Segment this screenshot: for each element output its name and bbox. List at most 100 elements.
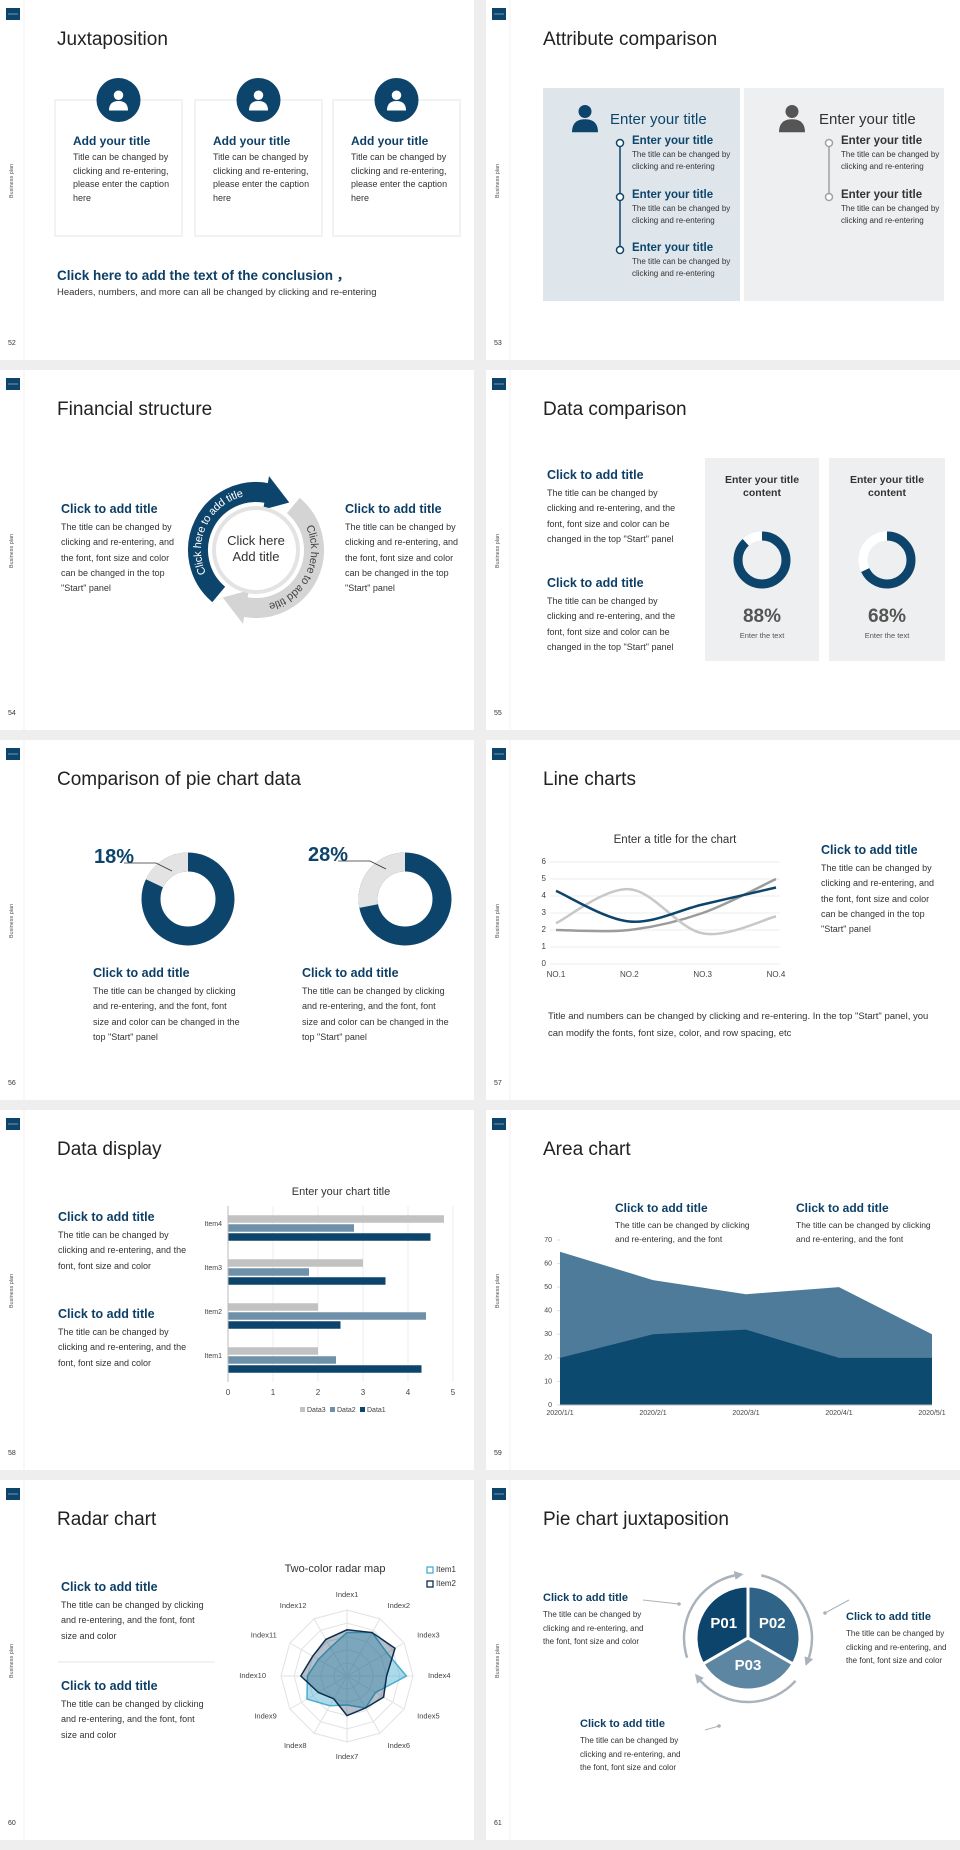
conclusion-title: Click here to add the text of the conclu… — [57, 268, 351, 283]
legend-label: Item2 — [436, 1579, 457, 1588]
connector-dot — [717, 1724, 721, 1728]
block-text: The title can be changed by clicking and… — [61, 1600, 204, 1641]
side-label: Business plan — [495, 1273, 501, 1309]
bar — [228, 1259, 363, 1267]
legend-label: Data2 — [337, 1407, 356, 1414]
y-tick-label: 60 — [544, 1260, 552, 1267]
x-tick-label: 0 — [226, 1388, 231, 1397]
block-title: Click to add title — [821, 843, 918, 857]
radar-spoke — [346, 1675, 381, 1734]
radar-spoke — [346, 1618, 381, 1677]
radar-label: Index7 — [336, 1752, 359, 1761]
timeline-dot — [824, 192, 834, 202]
slide-canvas — [492, 370, 945, 730]
outer-arc — [699, 1679, 797, 1704]
slide: Business plan 52 Juxtaposition Add your tit… — [0, 0, 474, 360]
area-series — [560, 1329, 932, 1405]
value-label: 88% — [742, 606, 782, 627]
connector-dot — [823, 1611, 827, 1615]
y-tick-label: Item4 — [204, 1221, 222, 1228]
icon-body — [249, 100, 268, 111]
side-label: Business plan — [9, 903, 15, 939]
arrow-head — [694, 1673, 704, 1684]
arrow-head — [263, 476, 290, 510]
line-series — [555, 887, 777, 936]
radar-label: Index4 — [428, 1671, 451, 1680]
page-number: 55 — [494, 710, 502, 717]
slide-canvas: Two-color radar map Index1 Index2 Index3 Ind… — [6, 1480, 457, 1840]
y-tick-label: 5 — [542, 874, 547, 883]
outer-arc — [682, 1574, 735, 1659]
y-tick-label: 10 — [544, 1378, 552, 1385]
legend-swatch — [426, 1580, 434, 1588]
legend-swatch — [300, 1407, 305, 1412]
radar-label: Index1 — [336, 1590, 359, 1599]
slide: Click here to add title Click here to add… — [0, 370, 474, 730]
donut-arc — [858, 531, 916, 589]
x-tick-label: NO.4 — [767, 970, 786, 979]
slide-canvas: 0 10 20 30 40 50 60 70 2020/1/1 2020/2/1 2020/3/1 2… — [492, 1110, 946, 1470]
card — [829, 458, 945, 661]
timeline-dot — [615, 192, 625, 202]
y-tick-label: 2 — [542, 925, 547, 934]
y-tick-label: 0 — [542, 959, 547, 968]
slide: Enter your chart title 0 1 2 3 4 5 Item1 Item2 It… — [0, 1110, 474, 1470]
slide-title: Juxtaposition — [57, 29, 168, 50]
connector — [704, 1725, 720, 1731]
slide-canvas: Enter a title for the chart 0 1 2 3 4 5 6 NO.1 NO… — [492, 740, 786, 1100]
block-title: Click to add title — [61, 502, 158, 516]
block-title: Click to add title — [846, 1611, 931, 1623]
y-tick-label: Item3 — [204, 1265, 222, 1272]
card-text: Title can be changed by clicking and re-… — [213, 152, 310, 203]
x-tick-label: NO.2 — [620, 970, 639, 979]
slide: Business plan 55 Data comparison Click to a… — [486, 370, 960, 730]
side-label: Business plan — [495, 163, 501, 199]
block-text: The title can be changed by clicking and… — [345, 522, 459, 594]
x-tick-label: NO.3 — [693, 970, 712, 979]
slide-title: Area chart — [543, 1139, 631, 1160]
card-title: Add your title — [73, 134, 151, 148]
card — [705, 458, 819, 661]
block-title: Click to add title — [547, 468, 644, 482]
radar-label: Index10 — [239, 1671, 266, 1680]
block-title: Click to add title — [615, 1201, 708, 1215]
page-number: 56 — [8, 1080, 16, 1087]
slide-title: Pie chart juxtaposition — [543, 1509, 729, 1530]
donut-arc — [358, 852, 452, 946]
block-text: The title can be changed by clicking and… — [547, 596, 676, 652]
slide-title: Comparison of pie chart data — [57, 769, 301, 790]
page-number: 61 — [494, 1820, 502, 1827]
leader-line — [124, 862, 173, 872]
item-title: Enter your title — [841, 189, 923, 201]
radar-label: Index9 — [254, 1711, 277, 1720]
bar — [228, 1312, 426, 1320]
side-label: Business plan — [495, 1643, 501, 1679]
icon-body — [387, 100, 406, 111]
sector-label: P01 — [710, 1615, 737, 1632]
pie-sector — [700, 1636, 796, 1692]
page-number: 54 — [8, 710, 16, 717]
card-text: Title can be changed by clicking and re-… — [351, 152, 448, 203]
arrow-head — [222, 590, 249, 624]
bar — [228, 1321, 341, 1329]
card-caption: Enter the text — [739, 631, 785, 640]
slide: 0 10 20 30 40 50 60 70 2020/1/1 2020/2/1 2020/3/1 2… — [486, 1110, 960, 1470]
connector-dot — [677, 1602, 681, 1606]
panel-title: Enter your title — [610, 111, 707, 128]
slide-canvas — [6, 740, 452, 1100]
bar — [228, 1224, 354, 1232]
y-tick-label: 40 — [544, 1308, 552, 1315]
radar-label: Index8 — [284, 1741, 307, 1750]
card-title: Enter your title content — [849, 474, 925, 499]
y-tick-label: 6 — [542, 857, 547, 866]
arrow-head — [733, 1570, 744, 1580]
side-label: Business plan — [495, 533, 501, 569]
x-tick-label: 2020/2/1 — [639, 1410, 666, 1417]
value-label: 18% — [94, 846, 135, 868]
block-text: The title can be changed by clicking and… — [61, 1699, 204, 1740]
card-title: Enter your title content — [724, 474, 800, 499]
side-label: Business plan — [495, 903, 501, 939]
legend-swatch — [330, 1407, 335, 1412]
side-label: Business plan — [9, 163, 15, 199]
